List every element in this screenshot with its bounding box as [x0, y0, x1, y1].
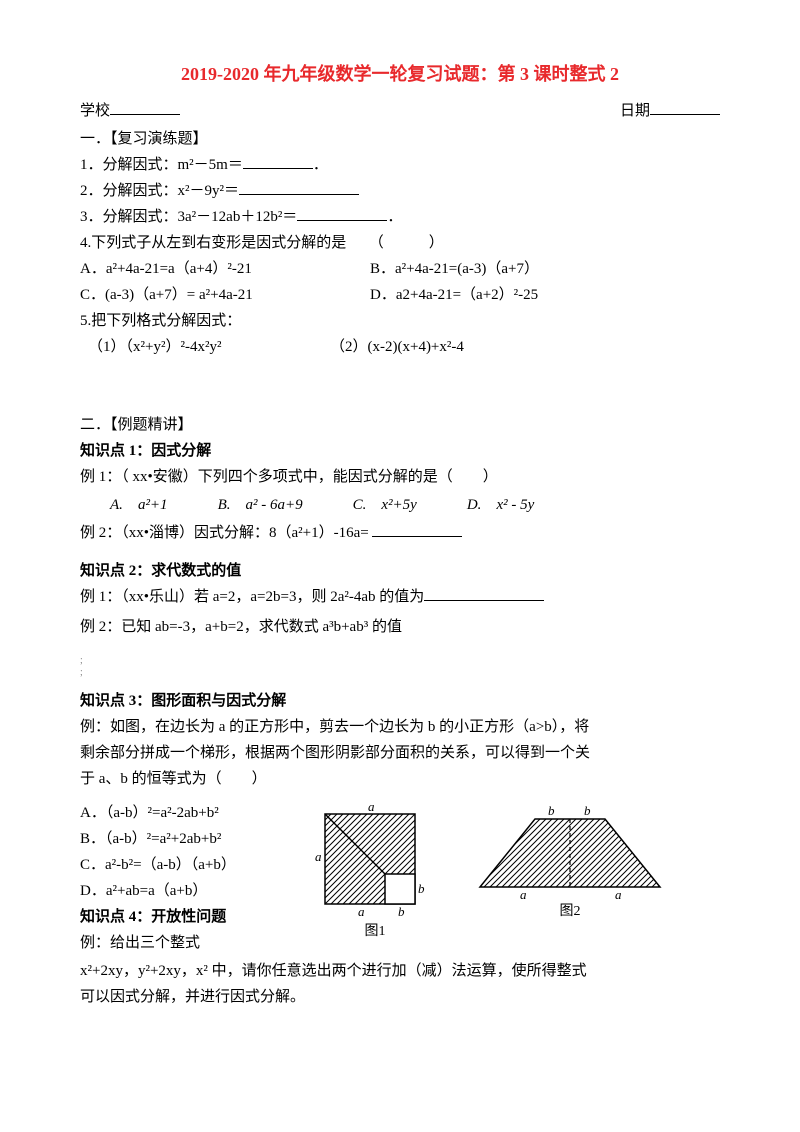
stray-marks: ;; [80, 655, 720, 679]
ex1-2: 例 2：（xx•淄博）因式分解：8（a²+1）-16a= [80, 521, 720, 545]
q5-stem: 5.把下列格式分解因式： [80, 309, 720, 333]
ex4-3: 可以因式分解，并进行因式分解。 [80, 985, 720, 1009]
q5-parts: （1）（x²+y²）²-4x²y²（2）(x-2)(x+4)+x²-4 [80, 335, 720, 359]
kp1: 知识点 1：因式分解 [80, 439, 720, 463]
ex1-2-blank [372, 536, 462, 537]
ex3b: B．（a-b）²=a²+2ab+b² [80, 827, 280, 851]
ex2-1: 例 1：（xx•乐山）若 a=2，a=2b=3，则 2a²-4ab 的值为 [80, 585, 720, 609]
svg-text:a: a [520, 887, 527, 899]
page-title: 2019-2020 年九年级数学一轮复习试题：第 3 课时整式 2 [80, 60, 720, 89]
svg-text:b: b [584, 803, 591, 818]
date-blank [650, 114, 720, 115]
ex3-stem1: 例：如图，在边长为 a 的正方形中，剪去一个边长为 b 的小正方形（a>b），将 [80, 715, 720, 739]
ex3d: D．a²+ab=a（a+b） [80, 879, 280, 903]
ex3-stem3: 于 a、b 的恒等式为（ ） [80, 767, 720, 791]
header-row: 学校 日期 [80, 99, 720, 123]
ex3-stem2: 剩余部分拼成一个梯形，根据两个图形阴影部分面积的关系，可以得到一个关 [80, 741, 720, 765]
kp4: 知识点 4：开放性问题 [80, 905, 280, 929]
q4-stem: 4.下列式子从左到右变形是因式分解的是 （ ） [80, 231, 720, 255]
q2-blank [239, 194, 359, 195]
figure-row: A．（a-b）²=a²-2ab+b² B．（a-b）²=a²+2ab+b² C．… [80, 799, 720, 957]
figure-1: a a b a b 图1 [310, 799, 440, 943]
ex3c: C．a²-b²=（a-b）（a+b） [80, 853, 280, 877]
kp2: 知识点 2：求代数式的值 [80, 559, 720, 583]
ex4-1: 例：给出三个整式 [80, 931, 280, 955]
figure-2: b b a a 图2 [470, 799, 670, 923]
ex1-1-options: A. a²+1 B. a² - 6a+9 C. x²+5y D. x² - 5y [80, 493, 720, 517]
school-blank [110, 114, 180, 115]
svg-text:a: a [358, 904, 365, 919]
fig2-caption: 图2 [560, 901, 581, 923]
svg-text:a: a [615, 887, 622, 899]
ex4-2: x²+2xy，y²+2xy，x² 中，请你任意选出两个进行加（减）法运算，使所得… [80, 959, 720, 983]
svg-text:a: a [368, 799, 375, 814]
section2-heading: 二．【例题精讲】 [80, 413, 720, 437]
svg-text:b: b [418, 881, 425, 896]
ex1-1: 例 1：（ xx•安徽）下列四个多项式中，能因式分解的是（ ） [80, 465, 720, 489]
q2: 2．分解因式：x²－9y²＝ [80, 179, 720, 203]
q1: 1．分解因式：m²－5m＝． [80, 153, 720, 177]
date-label: 日期 [620, 99, 650, 123]
ex2-2: 例 2：已知 ab=-3，a+b=2，求代数式 a³b+ab³ 的值 [80, 615, 720, 639]
q4-row2: C．(a-3)（a+7）= a²+4a-21D．a2+4a-21=（a+2）²-… [80, 283, 720, 307]
q3-blank [297, 220, 387, 221]
svg-text:b: b [548, 803, 555, 818]
ex2-1-blank [424, 600, 544, 601]
section1-heading: 一．【复习演练题】 [80, 127, 720, 151]
school-label: 学校 [80, 99, 110, 123]
svg-text:b: b [398, 904, 405, 919]
kp3: 知识点 3：图形面积与因式分解 [80, 689, 720, 713]
fig1-caption: 图1 [365, 921, 386, 943]
q3: 3．分解因式：3a²－12ab＋12b²＝． [80, 205, 720, 229]
svg-text:a: a [315, 849, 322, 864]
ex3a: A．（a-b）²=a²-2ab+b² [80, 801, 280, 825]
q4-row1: A．a²+4a-21=a（a+4）²-21B．a²+4a-21=(a-3)（a+… [80, 257, 720, 281]
q1-blank [243, 168, 313, 169]
